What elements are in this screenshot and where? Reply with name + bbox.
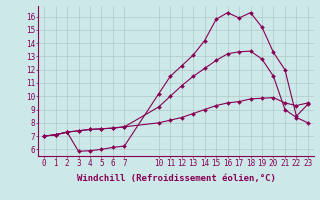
X-axis label: Windchill (Refroidissement éolien,°C): Windchill (Refroidissement éolien,°C): [76, 174, 276, 183]
